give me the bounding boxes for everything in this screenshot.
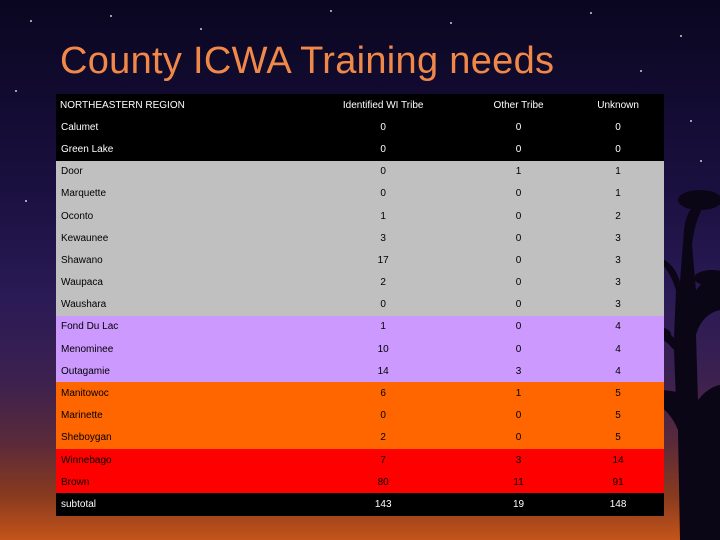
identified-value: 0 [380, 121, 386, 133]
table-row: Fond Du Lac 1 0 4 [56, 315, 664, 339]
unknown-value: 5 [615, 388, 621, 400]
unknown-value: 14 [612, 454, 624, 466]
table-row: Waushara 0 0 3 [56, 293, 664, 316]
table-row: Waupaca 2 0 3 [56, 271, 664, 294]
county-name: Winnebago [61, 454, 112, 466]
table-row: Winnebago 7 3 14 [56, 449, 664, 472]
identified-value: 2 [380, 277, 386, 289]
county-name: Shawano [61, 254, 103, 266]
identified-value: 0 [380, 299, 386, 311]
county-name: Marinette [61, 410, 103, 422]
other-value: 1 [515, 388, 522, 400]
unknown-value: 4 [615, 343, 621, 355]
unknown-value: 0 [615, 121, 621, 133]
unknown-value: 0 [615, 143, 621, 155]
subtotal-row: subtotal 143 19 148 [56, 493, 664, 516]
unknown-value: 5 [615, 432, 621, 444]
unknown-value: 4 [615, 365, 621, 377]
header-region: NORTHEASTERN REGION [60, 99, 185, 111]
header-unknown: Unknown [597, 99, 639, 111]
county-name: Door [61, 166, 83, 178]
other-value: 0 [515, 143, 522, 155]
other-value: 0 [515, 321, 522, 333]
table-row: Manitowoc 6 1 5 [56, 382, 664, 405]
county-name: Waupaca [61, 277, 103, 289]
table-row: Marinette 0 0 5 [56, 404, 664, 427]
unknown-value: 1 [615, 166, 621, 178]
unknown-value: 1 [615, 188, 621, 200]
subtotal-label: subtotal [61, 498, 97, 510]
table-row: Sheboygan 2 0 5 [56, 426, 664, 449]
unknown-value: 91 [612, 476, 624, 488]
other-value: 3 [515, 365, 522, 377]
unknown-value: 3 [615, 254, 621, 266]
table-row: Kewaunee 3 0 3 [56, 227, 664, 250]
identified-value: 1 [380, 321, 386, 333]
header-identified-tribe: Identified WI Tribe [342, 99, 424, 111]
unknown-value: 148 [609, 498, 627, 510]
other-value: 1 [515, 166, 522, 178]
unknown-value: 2 [615, 210, 621, 222]
other-value: 0 [515, 188, 522, 200]
identified-value: 0 [380, 410, 386, 422]
identified-value: 10 [377, 343, 389, 355]
other-value: 0 [515, 232, 522, 244]
table-row: Calumet 0 0 0 [56, 116, 664, 139]
other-value: 0 [515, 410, 522, 422]
county-name: Sheboygan [61, 432, 112, 444]
slide-title: County ICWA Training needs [60, 40, 555, 82]
other-value: 0 [515, 210, 522, 222]
county-name: Waushara [61, 299, 107, 311]
county-name: Brown [61, 476, 90, 488]
other-value: 19 [513, 498, 525, 510]
other-value: 0 [515, 343, 522, 355]
other-value: 0 [515, 121, 522, 133]
unknown-value: 3 [615, 232, 621, 244]
county-name: Outagamie [61, 365, 110, 377]
table-header-row: NORTHEASTERN REGION Identified WI Tribe … [56, 94, 664, 117]
identified-value: 17 [377, 254, 389, 266]
other-value: 0 [515, 299, 522, 311]
county-name: Green Lake [61, 143, 114, 155]
identified-value: 0 [380, 166, 386, 178]
county-name: Fond Du Lac [61, 321, 119, 333]
other-value: 3 [515, 454, 522, 466]
county-name: Menominee [61, 343, 114, 355]
table-row: Oconto 1 0 2 [56, 204, 664, 228]
table-row: Shawano 17 0 3 [56, 249, 664, 272]
unknown-value: 3 [615, 299, 621, 311]
unknown-value: 3 [615, 277, 621, 289]
training-needs-table: NORTHEASTERN REGION Identified WI Tribe … [56, 94, 664, 516]
unknown-value: 5 [615, 410, 621, 422]
identified-value: 1 [380, 210, 386, 222]
identified-value: 6 [380, 388, 386, 400]
county-name: Marquette [61, 188, 107, 200]
county-name: Kewaunee [61, 232, 109, 244]
table-row: Door 0 1 1 [56, 160, 664, 183]
header-other-tribe: Other Tribe [493, 99, 544, 111]
table-row: Green Lake 0 0 0 [56, 138, 664, 161]
identified-value: 143 [374, 498, 392, 510]
table-row: Marquette 0 0 1 [56, 182, 664, 205]
silhouette-tree-icon [619, 190, 720, 540]
identified-value: 0 [380, 188, 386, 200]
identified-value: 80 [377, 476, 389, 488]
identified-value: 3 [380, 232, 386, 244]
county-name: Oconto [61, 210, 94, 222]
other-value: 0 [515, 254, 522, 266]
identified-value: 14 [377, 365, 389, 377]
unknown-value: 4 [615, 321, 621, 333]
identified-value: 7 [380, 454, 386, 466]
table-row: Menominee 10 0 4 [56, 338, 664, 361]
other-value: 0 [515, 277, 522, 289]
other-value: 11 [513, 476, 524, 488]
identified-value: 0 [380, 143, 386, 155]
table-row: Outagamie 14 3 4 [56, 360, 664, 383]
county-name: Manitowoc [61, 388, 109, 400]
other-value: 0 [515, 432, 522, 444]
identified-value: 2 [380, 432, 386, 444]
county-name: Calumet [61, 121, 99, 133]
table-row: Brown 80 11 91 [56, 471, 664, 494]
